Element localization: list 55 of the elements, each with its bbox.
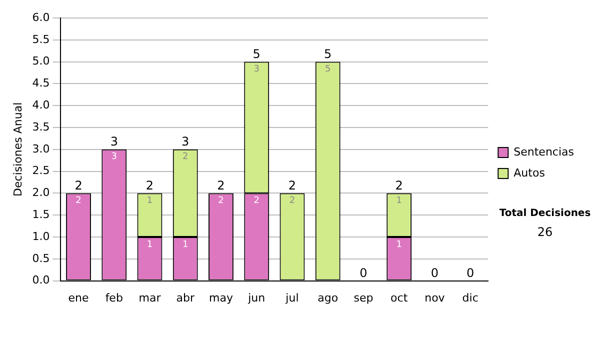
x-tick-label: ene [68, 291, 89, 304]
data-label: 1 [146, 240, 153, 250]
x-tick-label: nov [424, 291, 446, 304]
total-label: 3 [182, 134, 190, 149]
x-tick-label: feb [105, 291, 123, 304]
data-label: 5 [324, 64, 331, 75]
total-label: 5 [324, 46, 332, 61]
x-tick-label: sep [354, 291, 374, 304]
x-tick-label: oct [390, 291, 408, 304]
y-tick-label: 4.5 [32, 76, 50, 90]
legend-label: Autos [514, 166, 546, 180]
x-tick-label: ago [318, 291, 338, 304]
x-tick-label: may [209, 291, 234, 304]
text: 26 [536, 225, 554, 239]
data-label: 2 [76, 196, 82, 206]
x-tick-label: dic [462, 291, 478, 304]
legend-label: Sentencias [514, 145, 574, 158]
y-tick-label: 5.0 [32, 54, 50, 68]
y-tick-label: 5.5 [32, 32, 50, 46]
y-axis-title: Decisiones Anual [11, 102, 24, 196]
total-label: 5 [252, 46, 260, 61]
data-label: 1 [146, 196, 153, 206]
y-tick-label: 2.5 [32, 164, 50, 178]
data-label: 2 [289, 196, 296, 206]
total-label: 3 [110, 134, 118, 149]
y-tick-label: 4.0 [32, 98, 50, 112]
y-tick-label: 3.0 [32, 142, 50, 156]
y-tick-label: 6.0 [32, 10, 50, 24]
y-tick-label: 1.0 [32, 230, 50, 243]
y-tick-label: 0.5 [32, 252, 50, 265]
total-label: 2 [395, 178, 403, 192]
data-label: 3 [111, 152, 117, 162]
x-tick-label: jun [247, 291, 266, 304]
y-tick-label: 3.5 [32, 120, 50, 134]
total-label: 2 [146, 178, 154, 192]
data-label: 2 [218, 196, 224, 206]
x-tick-label: jul [284, 291, 299, 304]
x-tick-label: abr [176, 291, 195, 304]
total-label: 0 [466, 266, 474, 280]
total-label: 0 [360, 266, 368, 280]
x-tick-label: mar [138, 291, 162, 304]
text: Total Decisiones [498, 208, 592, 219]
data-label: 2 [254, 196, 260, 206]
total-label: 2 [217, 178, 225, 192]
total-label: 0 [430, 266, 439, 280]
data-label: 3 [254, 64, 260, 75]
data-label: 1 [396, 240, 402, 250]
total-label: 2 [74, 178, 82, 192]
y-tick-label: 0.0 [32, 274, 50, 287]
data-label: 1 [396, 196, 402, 206]
data-label: 1 [182, 240, 188, 250]
data-label: 2 [182, 152, 188, 162]
y-tick-label: 1.5 [32, 208, 50, 221]
total-label: 2 [288, 178, 296, 192]
y-tick-label: 2.0 [32, 186, 50, 200]
